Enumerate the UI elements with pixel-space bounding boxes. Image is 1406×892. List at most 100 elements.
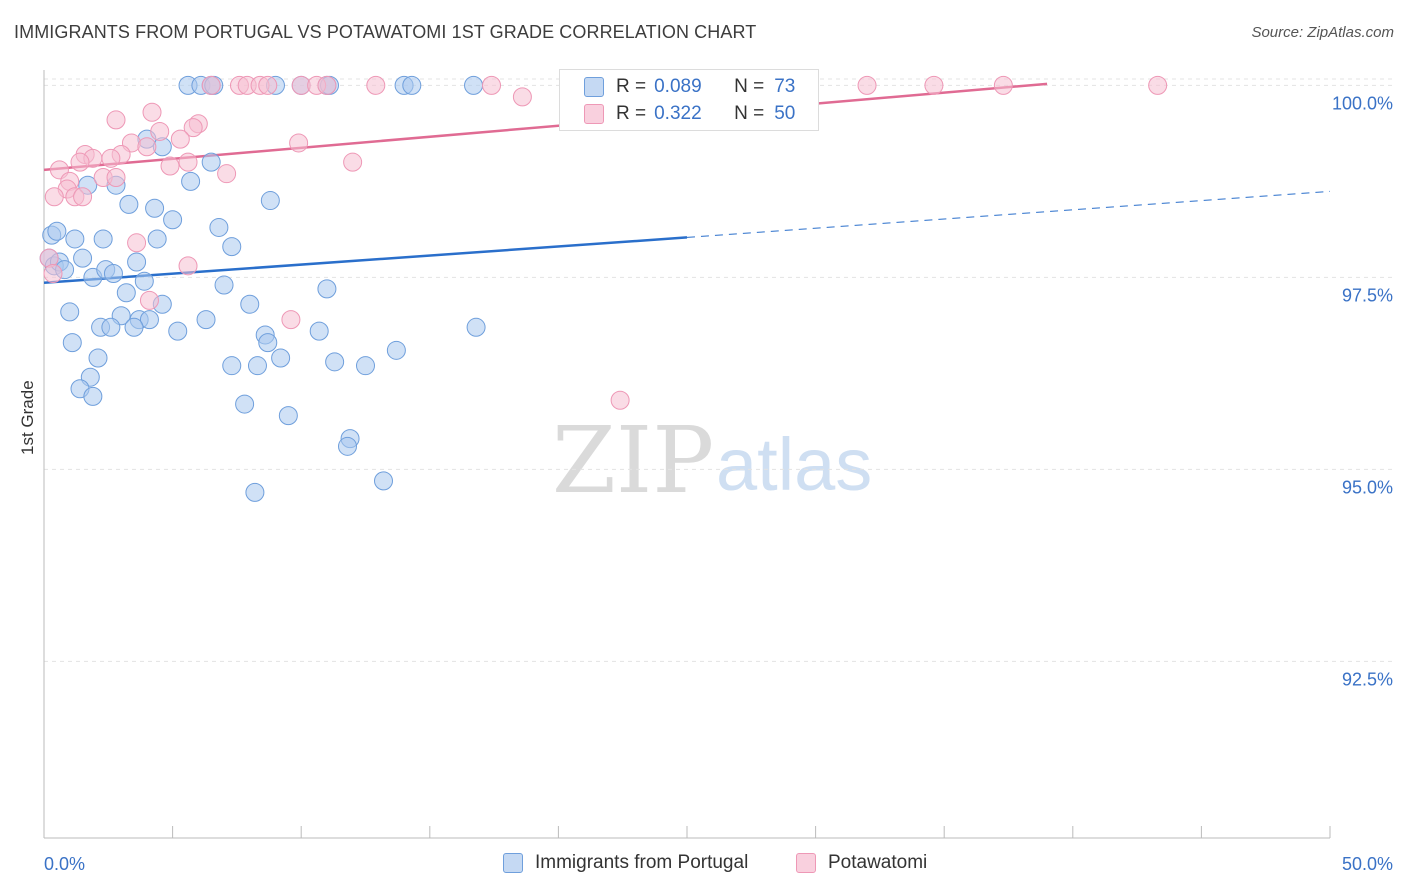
data-point	[993, 75, 1013, 95]
y-tick-label: 92.5%	[1342, 669, 1393, 689]
swatch-portugal	[584, 77, 604, 97]
data-point	[386, 340, 406, 360]
data-point	[119, 194, 139, 214]
data-point	[245, 482, 265, 502]
legend-label-portugal: Immigrants from Portugal	[535, 852, 749, 873]
data-point	[317, 75, 337, 95]
data-point	[240, 294, 260, 314]
data-point	[402, 75, 422, 95]
data-point	[1148, 75, 1168, 95]
y-tick-label: 95.0%	[1342, 477, 1393, 497]
data-point	[127, 252, 147, 272]
data-point	[137, 137, 157, 157]
source-label: Source: ZipAtlas.com	[1251, 24, 1394, 41]
data-point	[217, 164, 237, 184]
data-point	[145, 198, 165, 218]
data-point	[73, 248, 93, 268]
data-point	[150, 121, 170, 141]
y-tick-label: 100.0%	[1332, 93, 1393, 113]
data-point	[83, 386, 103, 406]
data-point	[101, 317, 121, 337]
y-axis-label: 1st Grade	[18, 380, 37, 455]
data-point	[222, 356, 242, 376]
data-point	[127, 233, 147, 253]
r-label: R =	[616, 103, 647, 124]
axes	[43, 70, 1331, 839]
legend-row-portugal: R = 0.089 N = 73	[584, 76, 795, 98]
data-point	[106, 110, 126, 130]
correlation-legend: R = 0.089 N = 73 R = 0.322 N = 50	[559, 69, 819, 131]
data-point	[88, 348, 108, 368]
data-point	[278, 406, 298, 426]
data-point	[124, 317, 144, 337]
data-point	[43, 264, 63, 284]
data-point	[366, 75, 386, 95]
data-point	[201, 75, 221, 95]
data-point	[214, 275, 234, 295]
data-point	[147, 229, 167, 249]
data-point	[163, 210, 183, 230]
data-point	[464, 75, 484, 95]
tick-labels: 92.5% 95.0% 97.5% 100.0% 0.0% 50.0%	[44, 93, 1393, 874]
data-point	[181, 171, 201, 191]
series-potawatomi	[39, 75, 1168, 410]
data-point	[178, 256, 198, 276]
data-point	[170, 129, 190, 149]
data-point	[142, 102, 162, 122]
watermark: ZIP atlas	[552, 407, 872, 514]
data-point	[289, 133, 309, 153]
data-point	[93, 229, 113, 249]
watermark-atlas: atlas	[716, 423, 872, 506]
data-point	[60, 302, 80, 322]
data-point	[183, 118, 203, 138]
data-point	[466, 317, 486, 337]
data-point	[168, 321, 188, 341]
data-point	[309, 321, 329, 341]
data-point	[343, 152, 363, 172]
y-tick-label: 97.5%	[1342, 285, 1393, 305]
data-point	[209, 217, 229, 237]
data-point	[201, 152, 221, 172]
data-point	[258, 333, 278, 353]
data-point	[139, 290, 159, 310]
data-point	[70, 152, 90, 172]
data-point	[857, 75, 877, 95]
data-point	[106, 168, 126, 188]
data-point	[271, 348, 291, 368]
data-point	[512, 87, 532, 107]
data-point	[374, 471, 394, 491]
data-point	[47, 221, 67, 241]
data-point	[247, 356, 267, 376]
data-point	[325, 352, 345, 372]
data-point	[103, 264, 123, 284]
gridlines	[44, 78, 1394, 662]
legend-row-potawatomi: R = 0.322 N = 50	[584, 103, 795, 125]
r-label: R =	[616, 76, 647, 97]
n-value: 73	[774, 76, 796, 97]
data-point	[134, 271, 154, 291]
legend-item-portugal[interactable]: Immigrants from Portugal	[503, 852, 748, 874]
data-point	[337, 436, 357, 456]
watermark-zip: ZIP	[552, 407, 714, 514]
data-point	[222, 237, 242, 257]
data-point	[101, 148, 121, 168]
data-point	[317, 279, 337, 299]
data-point	[260, 191, 280, 211]
data-point	[482, 75, 502, 95]
data-point	[196, 310, 216, 330]
data-point	[178, 152, 198, 172]
x-tick-label-min: 0.0%	[44, 854, 85, 874]
n-value: 50	[774, 103, 796, 124]
data-points	[39, 75, 1168, 502]
data-point	[73, 187, 93, 207]
data-point	[356, 356, 375, 376]
chart-title: IMMIGRANTS FROM PORTUGAL VS POTAWATOMI 1…	[14, 22, 757, 42]
legend-item-potawatomi[interactable]: Potawatomi	[796, 852, 927, 874]
legend-label-potawatomi: Potawatomi	[828, 852, 928, 873]
legend-swatch-potawatomi	[796, 853, 816, 873]
x-tick-label-max: 50.0%	[1342, 854, 1393, 874]
data-point	[139, 310, 159, 330]
data-point	[65, 229, 85, 249]
data-point	[116, 283, 136, 303]
